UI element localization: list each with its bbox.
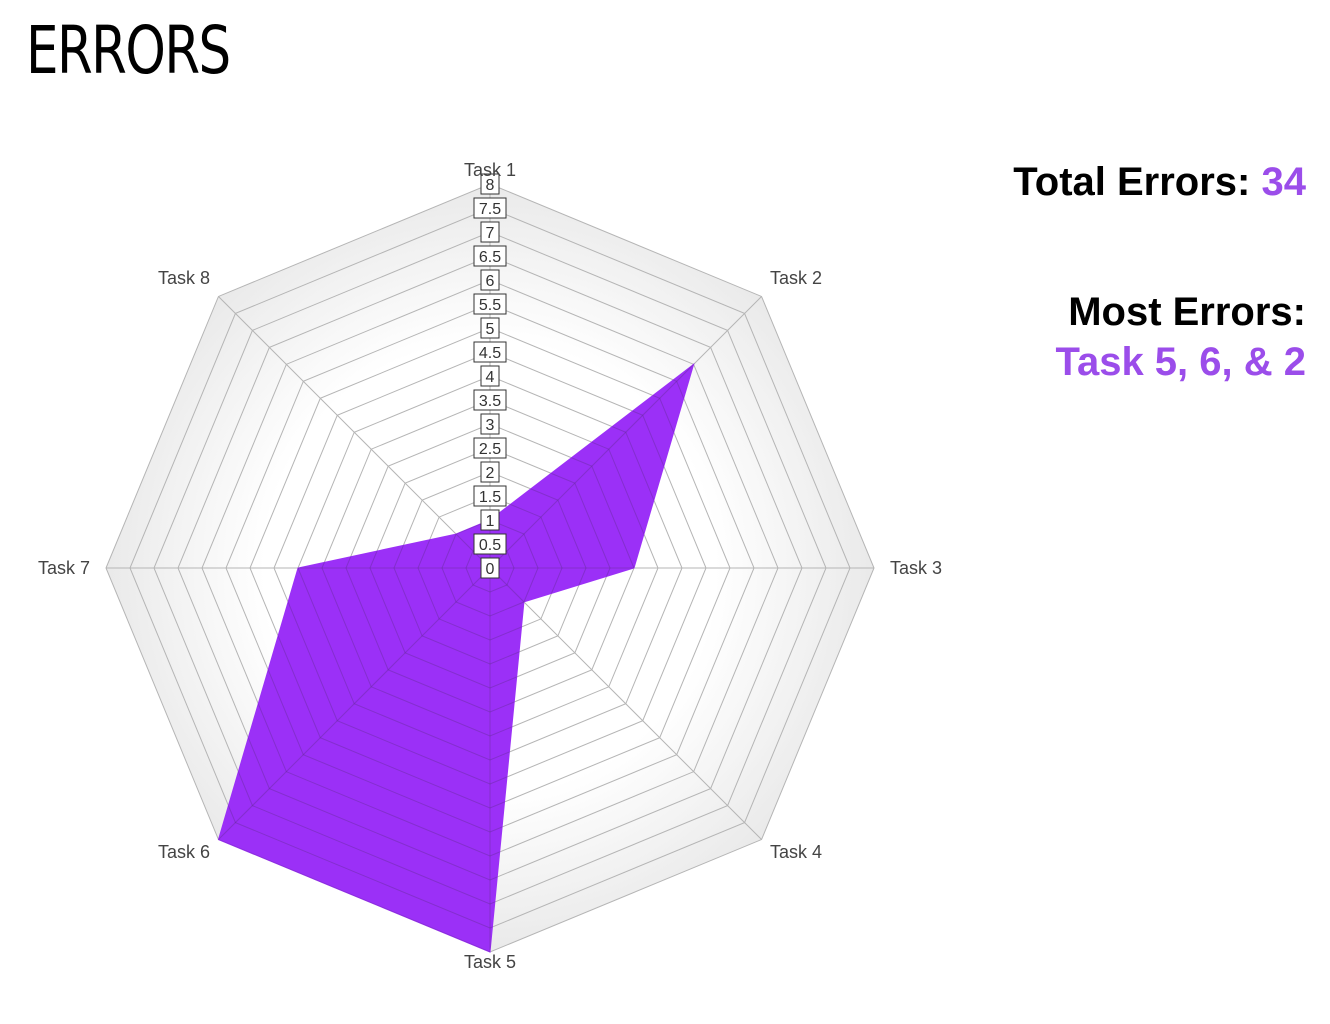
tick-label: 8 bbox=[480, 173, 500, 195]
tick-label: 6.5 bbox=[473, 245, 507, 267]
axis-label: Task 7 bbox=[38, 558, 90, 578]
tick-label: 6 bbox=[480, 269, 500, 291]
svg-text:8: 8 bbox=[486, 177, 495, 194]
tick-label: 2 bbox=[480, 461, 500, 483]
series-point bbox=[523, 601, 525, 603]
axis-label: Task 4 bbox=[770, 842, 822, 862]
svg-text:1.5: 1.5 bbox=[479, 489, 501, 506]
series-point bbox=[217, 839, 219, 841]
most-errors-value: Task 5, 6, & 2 bbox=[1055, 340, 1306, 384]
tick-label: 7.5 bbox=[473, 197, 507, 219]
grid-spoke bbox=[218, 296, 491, 569]
series-point bbox=[489, 951, 491, 953]
grid-ring-overlay bbox=[441, 519, 539, 617]
svg-text:0: 0 bbox=[486, 561, 495, 578]
series-point bbox=[455, 533, 457, 535]
svg-text:6.5: 6.5 bbox=[479, 249, 501, 266]
axis-label: Task 8 bbox=[158, 268, 210, 288]
svg-text:4: 4 bbox=[486, 369, 495, 386]
svg-text:7.5: 7.5 bbox=[479, 201, 501, 218]
radar-series bbox=[217, 363, 695, 953]
svg-text:7: 7 bbox=[486, 225, 495, 242]
tick-label: 5.5 bbox=[473, 293, 507, 315]
svg-text:3.5: 3.5 bbox=[479, 393, 501, 410]
tick-label: 4 bbox=[480, 365, 500, 387]
axis-label: Task 3 bbox=[890, 558, 942, 578]
axis-label: Task 1 bbox=[464, 160, 516, 180]
svg-text:0.5: 0.5 bbox=[479, 537, 501, 554]
tick-label: 7 bbox=[480, 221, 500, 243]
radar-axis-labels: Task 1 Task 2 Task 3 Task 4 Task 5 Task 6 Task… bbox=[38, 160, 942, 972]
radar-chart: 0 0.5 1 1.5 2 2.5 3 3.5 4 4.5 5 5.5 6 6.5 7 7.5 8 Task 1… bbox=[38, 160, 942, 972]
tick-label: 1 bbox=[480, 509, 500, 531]
tick-label: 2.5 bbox=[473, 437, 507, 459]
total-errors-label: Total Errors: bbox=[1013, 160, 1251, 204]
svg-text:5.5: 5.5 bbox=[479, 297, 501, 314]
most-errors: Most Errors: Task 5, 6, & 2 bbox=[906, 287, 1306, 387]
tick-label: 3.5 bbox=[473, 389, 507, 411]
tick-label: 5 bbox=[480, 317, 500, 339]
tick-label: 1.5 bbox=[473, 485, 507, 507]
svg-text:5: 5 bbox=[486, 321, 495, 338]
grid-spoke-overlay bbox=[489, 364, 694, 569]
page-title: ERRORS bbox=[26, 12, 231, 89]
svg-text:3: 3 bbox=[486, 417, 495, 434]
grid-ring-overlay bbox=[218, 364, 694, 953]
axis-label: Task 6 bbox=[158, 842, 210, 862]
tick-label: 0.5 bbox=[473, 533, 507, 555]
tick-label: 0 bbox=[480, 557, 500, 579]
tick-label: 3 bbox=[480, 413, 500, 435]
svg-text:2: 2 bbox=[486, 465, 495, 482]
grid-ring-overlay bbox=[465, 543, 515, 593]
svg-text:4.5: 4.5 bbox=[479, 345, 501, 362]
series-point bbox=[693, 363, 695, 365]
svg-text:2.5: 2.5 bbox=[479, 441, 501, 458]
radar-tick-labels: 0 0.5 1 1.5 2 2.5 3 3.5 4 4.5 5 5.5 6 6.5 7 7.5 8 bbox=[473, 173, 507, 579]
axis-label: Task 5 bbox=[464, 952, 516, 972]
svg-text:6: 6 bbox=[486, 273, 495, 290]
tick-label: 4.5 bbox=[473, 341, 507, 363]
axis-label: Task 2 bbox=[770, 268, 822, 288]
series-point bbox=[297, 567, 299, 569]
grid-spoke bbox=[489, 567, 762, 840]
grid-ring-overlay bbox=[218, 364, 694, 929]
series-point bbox=[633, 567, 635, 569]
total-errors: Total Errors: 34 bbox=[906, 157, 1306, 207]
total-errors-value: 34 bbox=[1261, 160, 1307, 204]
grid-spoke-overlay bbox=[218, 567, 491, 840]
svg-text:1: 1 bbox=[486, 513, 495, 530]
most-errors-label: Most Errors: bbox=[1068, 290, 1306, 334]
